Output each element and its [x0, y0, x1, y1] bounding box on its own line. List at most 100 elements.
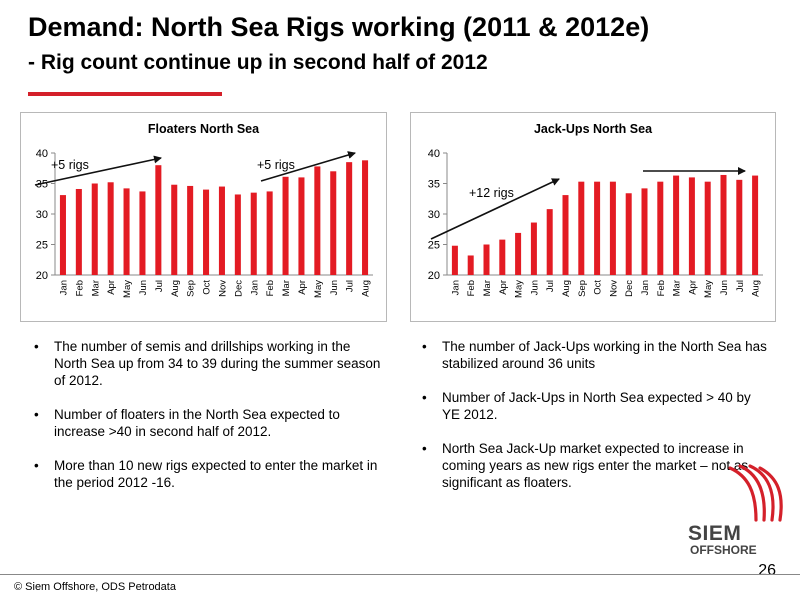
bar	[266, 191, 273, 275]
bar	[515, 232, 522, 275]
y-tick-label: 20	[428, 270, 440, 282]
x-tick-label: Aug	[561, 280, 572, 297]
y-tick-label: 30	[428, 209, 440, 221]
slide-subtitle: - Rig count continue up in second half o…	[28, 51, 488, 74]
x-tick-label: Mar	[672, 280, 683, 296]
bar	[641, 188, 648, 275]
bar	[752, 175, 759, 275]
x-tick-label: Oct	[202, 280, 213, 295]
x-tick-label: Jul	[345, 280, 356, 292]
x-tick-label: Jan	[58, 280, 69, 295]
title-underline	[28, 92, 222, 96]
bar	[107, 182, 114, 275]
x-tick-label: Mar	[90, 280, 101, 296]
x-tick-label: Mar	[482, 280, 493, 296]
x-tick-label: Jun	[138, 280, 149, 295]
bar	[187, 185, 194, 275]
bar	[250, 192, 257, 275]
trend-arrow	[260, 151, 356, 182]
y-tick-label: 20	[36, 270, 48, 282]
x-tick-label: May	[313, 280, 324, 298]
siem-logo-icon	[728, 464, 783, 522]
y-tick-label: 25	[428, 240, 440, 252]
y-tick-label: 35	[428, 179, 440, 191]
bar	[578, 181, 585, 275]
x-tick-label: Nov	[217, 280, 228, 297]
bar	[673, 175, 680, 275]
bar	[75, 188, 82, 275]
y-tick-label: 35	[36, 179, 48, 191]
x-tick-label: Jul	[154, 280, 165, 292]
bar	[91, 183, 98, 275]
bar	[483, 244, 490, 275]
x-tick-label: Jun	[329, 280, 340, 295]
x-tick-label: Jan	[249, 280, 260, 295]
bar	[282, 176, 289, 275]
y-tick-label: 40	[36, 148, 48, 160]
slide-title: Demand: North Sea Rigs working (2011 & 2…	[28, 12, 650, 42]
x-tick-label: Feb	[265, 280, 276, 296]
bar	[451, 245, 458, 275]
x-tick-label: Feb	[466, 280, 477, 296]
bar	[362, 160, 369, 275]
trend-arrow	[34, 155, 162, 186]
chart-title: Jack-Ups North Sea	[534, 122, 653, 136]
chart-title: Floaters North Sea	[148, 122, 260, 136]
x-tick-label: Apr	[498, 280, 509, 295]
bullet-item: More than 10 new rigs expected to enter …	[32, 457, 382, 491]
jackups-chart: Jack-Ups North Sea 20 25 30 35 40 Jan Feb Mar Apr…	[428, 122, 763, 298]
x-tick-label: Dec	[233, 280, 244, 297]
x-tick-label: Jul	[735, 280, 746, 292]
x-tick-label: May	[122, 280, 133, 298]
footer-divider	[0, 574, 800, 575]
bar	[346, 162, 353, 275]
x-tick-label: Feb	[656, 280, 667, 296]
bar	[609, 181, 616, 275]
bar	[314, 166, 321, 275]
bar	[625, 193, 632, 275]
bar	[59, 195, 66, 275]
x-tick-label: Feb	[74, 280, 85, 296]
left-bullet-list: The number of semis and drillships worki…	[32, 338, 382, 508]
bar	[704, 181, 711, 275]
page-number: 26	[758, 562, 776, 579]
x-tick-label: Sep	[577, 280, 588, 297]
annotation-label: +5 rigs	[51, 158, 89, 172]
y-tick-label: 40	[428, 148, 440, 160]
footer-source: © Siem Offshore, ODS Petrodata	[14, 581, 176, 593]
x-tick-label: May	[703, 280, 714, 298]
bullet-item: The number of Jack-Ups working in the No…	[420, 338, 770, 372]
x-tick-label: Jun	[719, 280, 730, 295]
x-tick-label: Jun	[529, 280, 540, 295]
bullet-item: Number of Jack-Ups in North Sea expected…	[420, 389, 770, 423]
y-tick-label: 30	[36, 209, 48, 221]
x-tick-label: Jan	[450, 280, 461, 295]
annotation-label: +5 rigs	[257, 158, 295, 172]
x-tick-label: Nov	[608, 280, 619, 297]
bar	[688, 177, 695, 275]
bar	[594, 181, 601, 275]
bar	[546, 209, 553, 275]
x-tick-label: Apr	[297, 280, 308, 295]
x-tick-label: Oct	[593, 280, 604, 295]
bar	[657, 181, 664, 275]
x-tick-label: Aug	[361, 280, 372, 297]
bullet-item: The number of semis and drillships worki…	[32, 338, 382, 389]
jackups-chart-panel: Jack-Ups North Sea 20 25 30 35 40 Jan Feb Mar Apr…	[410, 112, 776, 322]
x-tick-label: Apr	[687, 280, 698, 295]
trend-arrow	[430, 178, 560, 240]
bar	[330, 171, 337, 275]
x-tick-label: Mar	[281, 280, 292, 296]
bar	[155, 165, 162, 275]
bar	[171, 184, 178, 275]
bar	[139, 191, 146, 275]
x-tick-label: May	[514, 280, 525, 298]
x-tick-label: Aug	[751, 280, 762, 297]
bar	[218, 186, 225, 275]
bullet-item: North Sea Jack-Up market expected to inc…	[420, 440, 770, 491]
x-tick-label: Aug	[170, 280, 181, 297]
bar	[562, 195, 569, 275]
bar	[736, 179, 743, 275]
bar	[530, 222, 537, 275]
bar	[720, 174, 727, 275]
